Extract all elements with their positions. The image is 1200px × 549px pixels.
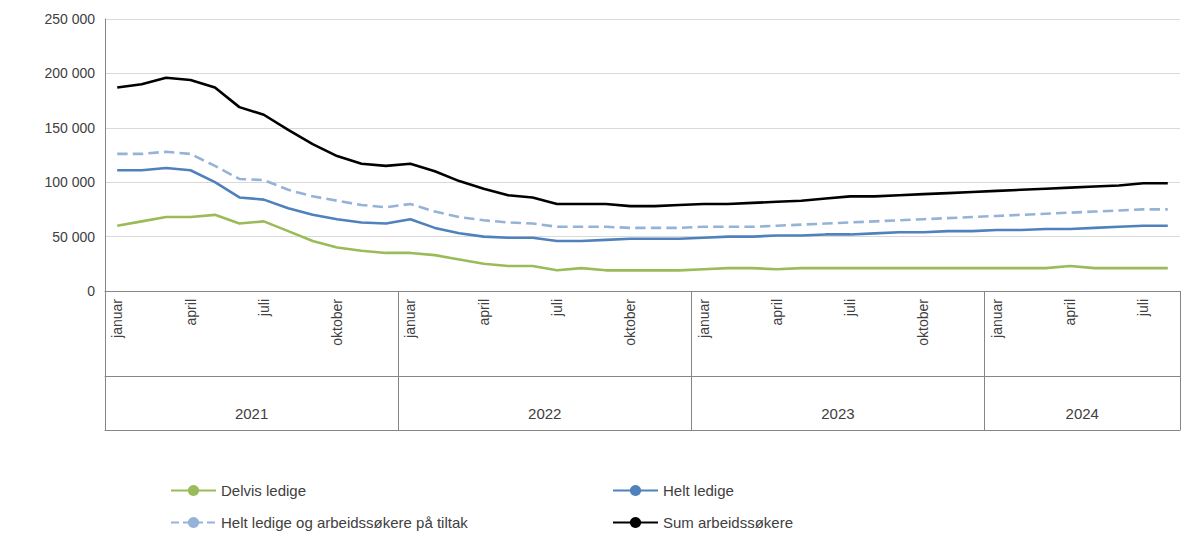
svg-text:oktober: oktober — [329, 299, 345, 346]
svg-text:januar: januar — [109, 299, 125, 339]
svg-text:Sum arbeidssøkere: Sum arbeidssøkere — [663, 514, 793, 531]
svg-text:Helt ledige og arbeidssøkere p: Helt ledige og arbeidssøkere på tiltak — [221, 514, 468, 531]
svg-text:april: april — [769, 299, 785, 325]
svg-text:januar: januar — [989, 299, 1005, 339]
svg-text:juli: juli — [1135, 299, 1151, 317]
svg-text:2023: 2023 — [821, 405, 854, 422]
svg-text:januar: januar — [696, 299, 712, 339]
svg-text:50 000: 50 000 — [52, 229, 95, 245]
svg-text:0: 0 — [87, 283, 95, 299]
svg-text:Delvis ledige: Delvis ledige — [221, 482, 306, 499]
svg-text:april: april — [476, 299, 492, 325]
svg-text:april: april — [183, 299, 199, 325]
svg-text:januar: januar — [402, 299, 418, 339]
svg-text:Helt ledige: Helt ledige — [663, 482, 734, 499]
svg-text:juli: juli — [842, 299, 858, 317]
svg-text:150 000: 150 000 — [44, 120, 95, 136]
svg-text:250 000: 250 000 — [44, 11, 95, 27]
svg-text:2024: 2024 — [1066, 405, 1099, 422]
svg-text:2021: 2021 — [235, 405, 268, 422]
svg-text:april: april — [1062, 299, 1078, 325]
svg-text:200 000: 200 000 — [44, 65, 95, 81]
svg-text:oktober: oktober — [622, 299, 638, 346]
svg-text:100 000: 100 000 — [44, 174, 95, 190]
svg-text:juli: juli — [256, 299, 272, 317]
svg-text:juli: juli — [549, 299, 565, 317]
svg-text:oktober: oktober — [915, 299, 931, 346]
svg-text:2022: 2022 — [528, 405, 561, 422]
